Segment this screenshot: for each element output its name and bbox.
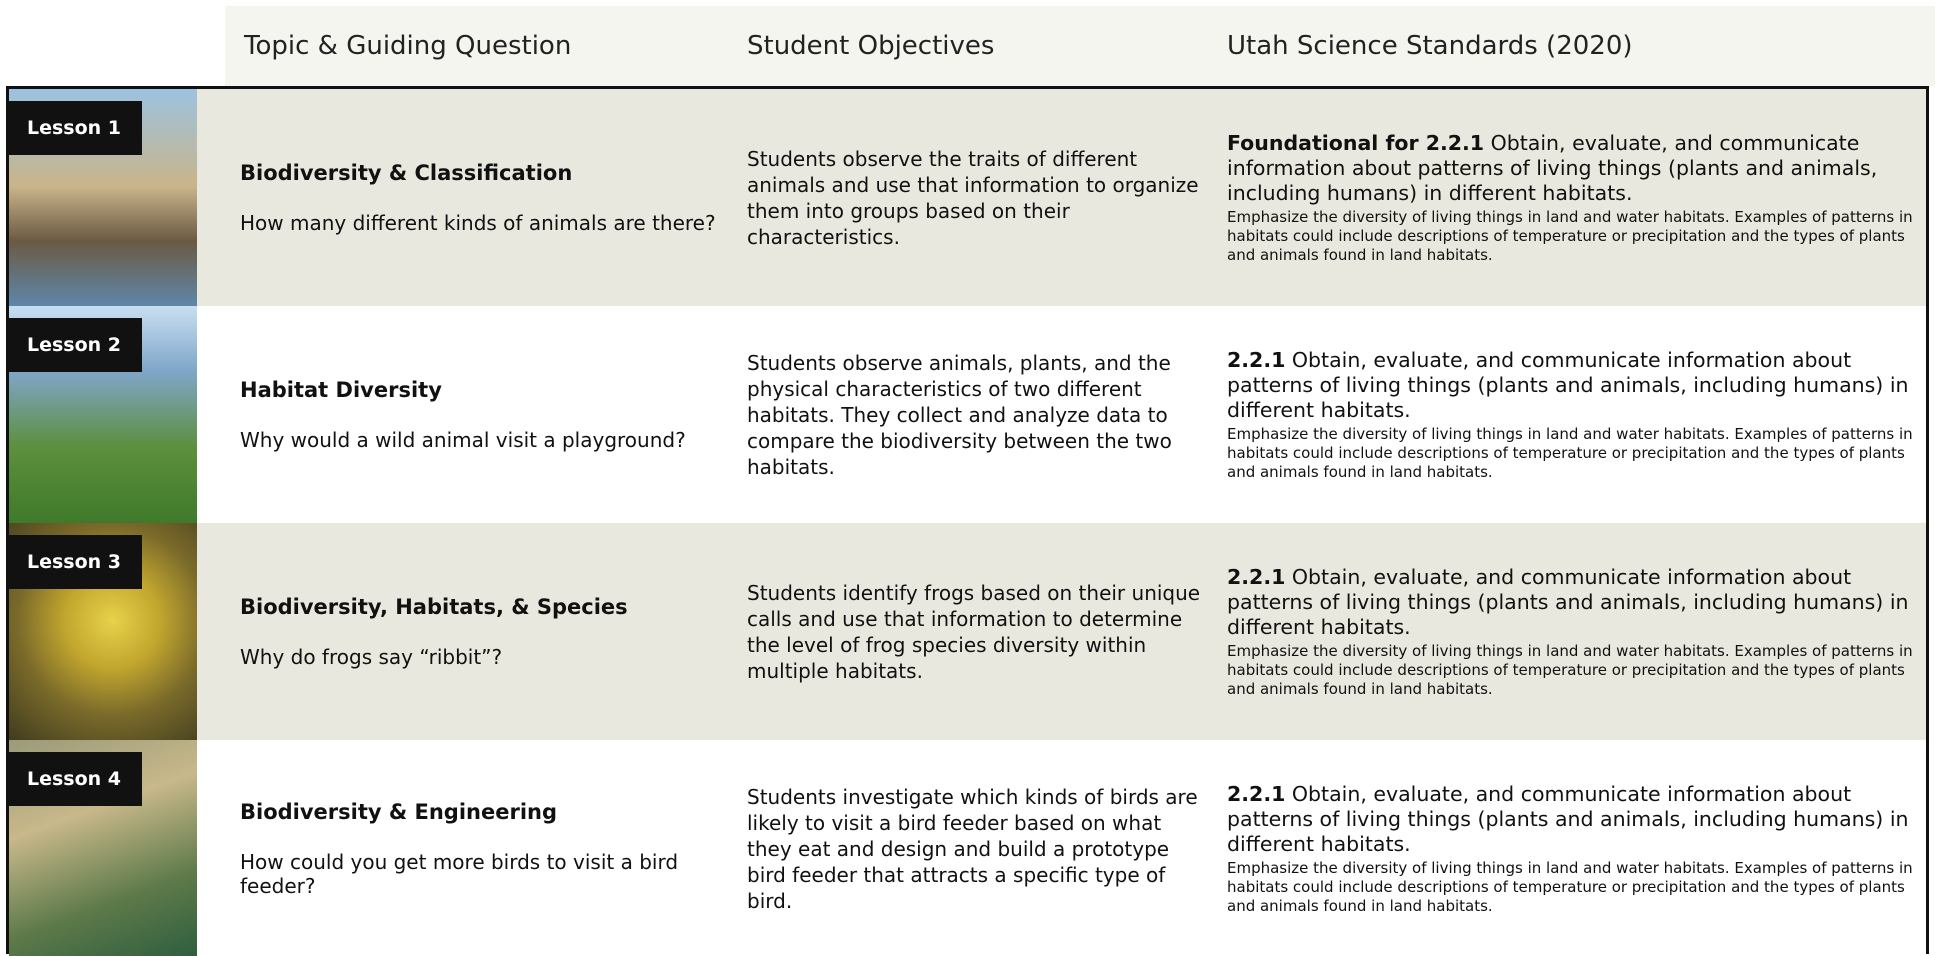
column-header: Topic & Guiding Question [244, 31, 572, 61]
standard: Foundational for 2.2.1 Obtain, evaluate,… [1227, 131, 1922, 206]
lesson-row: Lesson 2 Habitat Diversity Why would a wil… [6, 306, 1929, 523]
standard-text: Obtain, evaluate, and communicate inform… [1227, 347, 1909, 422]
standard-code: Foundational for 2.2.1 [1227, 130, 1485, 155]
objectives-cell: Students observe the traits of different… [747, 89, 1202, 306]
standard-code: 2.2.1 [1227, 781, 1286, 806]
topic-cell: Biodiversity & Classification How many di… [240, 89, 720, 306]
guiding-question: How could you get more birds to visit a … [240, 849, 679, 898]
objectives: Students observe animals, plants, and th… [747, 350, 1172, 479]
header-band [225, 6, 1935, 86]
standard: 2.2.1 Obtain, evaluate, and communicate … [1227, 782, 1922, 857]
table-border [6, 86, 1929, 954]
standard-text: Obtain, evaluate, and communicate inform… [1227, 130, 1878, 205]
standard: 2.2.1 Obtain, evaluate, and communicate … [1227, 348, 1922, 423]
objectives: Students observe the traits of different… [747, 146, 1199, 249]
column-header: Student Objectives [747, 31, 995, 61]
standard-detail: Emphasize the diversity of living things… [1227, 424, 1913, 481]
standards-cell: 2.2.1 Obtain, evaluate, and communicate … [1227, 306, 1922, 523]
objectives-cell: Students observe animals, plants, and th… [747, 306, 1202, 523]
guiding-question: How many different kinds of animals are … [240, 210, 716, 235]
objectives-cell: Students investigate which kinds of bird… [747, 740, 1202, 956]
lesson-tag: Lesson 2 [9, 318, 142, 372]
lesson-tag: Lesson 4 [9, 752, 142, 806]
lesson-row: Lesson 3 Biodiversity, Habitats, & Specie… [6, 523, 1929, 740]
lesson-tag: Lesson 1 [9, 101, 142, 155]
topic-cell: Biodiversity, Habitats, & Species Why do … [240, 523, 720, 740]
lesson-tag: Lesson 3 [9, 535, 142, 589]
topic-cell: Biodiversity & Engineering How could you … [240, 740, 720, 956]
standard-text: Obtain, evaluate, and communicate inform… [1227, 564, 1909, 639]
topic-title: Biodiversity, Habitats, & Species [240, 594, 628, 619]
standard-code: 2.2.1 [1227, 347, 1286, 372]
standard-detail: Emphasize the diversity of living things… [1227, 858, 1913, 915]
objectives: Students identify frogs based on their u… [747, 580, 1201, 683]
standard-code: 2.2.1 [1227, 564, 1286, 589]
standards-cell: 2.2.1 Obtain, evaluate, and communicate … [1227, 740, 1922, 956]
column-header: Utah Science Standards (2020) [1227, 31, 1633, 61]
objectives: Students investigate which kinds of bird… [747, 784, 1198, 913]
lesson-image: Lesson 2 [9, 306, 197, 523]
lesson-image: Lesson 3 [9, 523, 197, 740]
standard-text: Obtain, evaluate, and communicate inform… [1227, 781, 1909, 856]
lesson-image: Lesson 4 [9, 740, 197, 956]
lesson-image: Lesson 1 [9, 89, 197, 306]
topic-title: Habitat Diversity [240, 377, 442, 402]
lesson-row: Lesson 4 Biodiversity & Engineering How co… [6, 740, 1929, 956]
guiding-question: Why do frogs say “ribbit”? [240, 644, 503, 669]
objectives-cell: Students identify frogs based on their u… [747, 523, 1202, 740]
standards-cell: Foundational for 2.2.1 Obtain, evaluate,… [1227, 89, 1922, 306]
lesson-row: Lesson 1 Biodiversity & Classification How… [6, 89, 1929, 306]
standard-detail: Emphasize the diversity of living things… [1227, 641, 1913, 698]
topic-title: Biodiversity & Classification [240, 160, 573, 185]
standard-detail: Emphasize the diversity of living things… [1227, 207, 1913, 264]
standard: 2.2.1 Obtain, evaluate, and communicate … [1227, 565, 1922, 640]
guiding-question: Why would a wild animal visit a playgrou… [240, 427, 686, 452]
topic-cell: Habitat Diversity Why would a wild animal… [240, 306, 720, 523]
topic-title: Biodiversity & Engineering [240, 799, 558, 824]
standards-cell: 2.2.1 Obtain, evaluate, and communicate … [1227, 523, 1922, 740]
